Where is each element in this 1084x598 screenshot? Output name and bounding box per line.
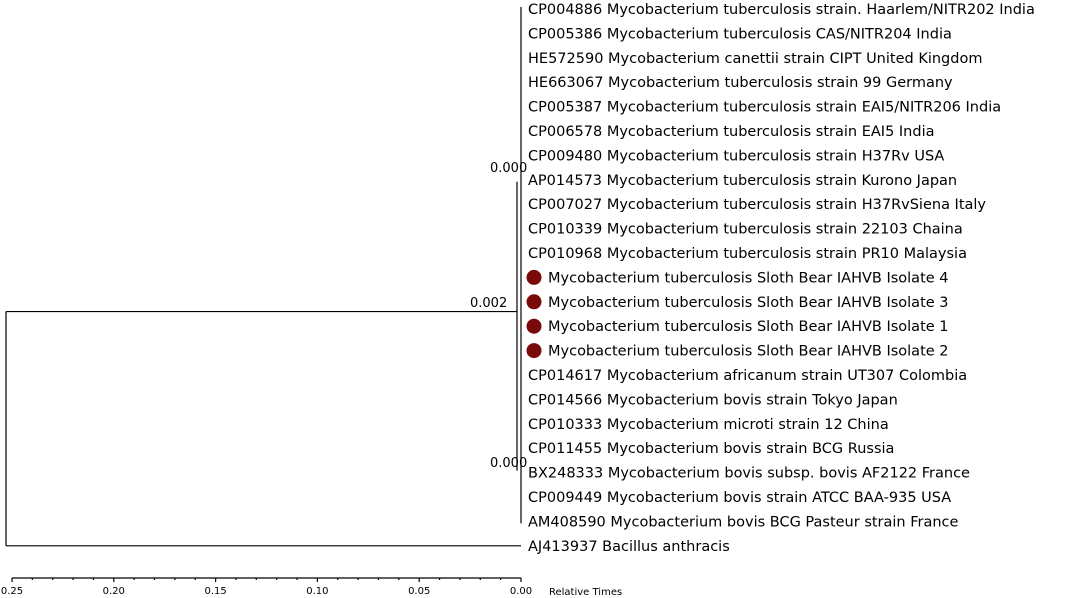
tree-branches bbox=[5, 7, 522, 547]
axis-tick-label: 0.15 bbox=[204, 586, 226, 597]
leaf-label: AM408590 Mycobacterium bovis BCG Pasteur… bbox=[528, 514, 959, 530]
isolate-leaf-label: Mycobacterium tuberculosis Sloth Bear IA… bbox=[548, 295, 949, 311]
isolate-leaf-label: Mycobacterium tuberculosis Sloth Bear IA… bbox=[548, 319, 949, 335]
leaf-label: HE663067 Mycobacterium tuberculosis stra… bbox=[528, 75, 953, 91]
isolate-leaf-label: Mycobacterium tuberculosis Sloth Bear IA… bbox=[548, 270, 949, 286]
leaf-label: AJ413937 Bacillus anthracis bbox=[528, 539, 730, 555]
leaf-label: CP010333 Mycobacterium microti strain 12… bbox=[528, 417, 889, 433]
axis-tick-label: 0.20 bbox=[103, 586, 125, 597]
axis-tick-label: 0.05 bbox=[408, 586, 430, 597]
leaf-label: AP014573 Mycobacterium tuberculosis stra… bbox=[528, 173, 957, 189]
leaf-label: CP004886 Mycobacterium tuberculosis stra… bbox=[528, 2, 1035, 18]
axis-tick-label: 0.10 bbox=[306, 586, 328, 597]
isolate-marker-dot bbox=[526, 343, 542, 359]
leaf-label: CP010968 Mycobacterium tuberculosis stra… bbox=[528, 246, 967, 262]
axis-tick-label: 0.25 bbox=[1, 586, 23, 597]
leaf-label: CP005387 Mycobacterium tuberculosis stra… bbox=[528, 100, 1001, 116]
leaf-label: CP014617 Mycobacterium africanum strain … bbox=[528, 368, 967, 384]
isolate-markers bbox=[526, 269, 542, 359]
leaf-label: BX248333 Mycobacterium bovis subsp. bovi… bbox=[528, 466, 970, 482]
leaf-label: CP009449 Mycobacterium bovis strain ATCC… bbox=[528, 490, 951, 506]
leaf-label: HE572590 Mycobacterium canettii strain C… bbox=[528, 51, 982, 67]
isolate-marker-dot bbox=[526, 269, 542, 285]
isolate-marker-dot bbox=[526, 318, 542, 334]
leaf-label: CP007027 Mycobacterium tuberculosis stra… bbox=[528, 197, 986, 213]
leaf-label: CP011455 Mycobacterium bovis strain BCG … bbox=[528, 441, 894, 457]
isolate-marker-dot bbox=[526, 294, 542, 310]
node-label-lower-clade: 0.000 bbox=[490, 456, 527, 471]
leaf-label: CP005386 Mycobacterium tuberculosis CAS/… bbox=[528, 26, 952, 42]
axis-title: Relative Times bbox=[549, 587, 622, 598]
isolate-leaf-label: Mycobacterium tuberculosis Sloth Bear IA… bbox=[548, 344, 949, 360]
leaf-label: CP006578 Mycobacterium tuberculosis stra… bbox=[528, 124, 935, 140]
node-label-root-clade: 0.002 bbox=[470, 296, 507, 311]
leaf-label: CP009480 Mycobacterium tuberculosis stra… bbox=[528, 148, 944, 164]
leaf-label: CP014566 Mycobacterium bovis strain Toky… bbox=[528, 392, 898, 408]
leaf-labels: CP004886 Mycobacterium tuberculosis stra… bbox=[528, 2, 1035, 555]
leaf-label: CP010339 Mycobacterium tuberculosis stra… bbox=[528, 222, 963, 238]
node-label-upper-clade: 0.000 bbox=[490, 161, 527, 176]
time-axis: 0.25 0.20 0.15 0.10 0.05 0.00 bbox=[1, 577, 532, 597]
axis-tick-label: 0.00 bbox=[510, 586, 532, 597]
